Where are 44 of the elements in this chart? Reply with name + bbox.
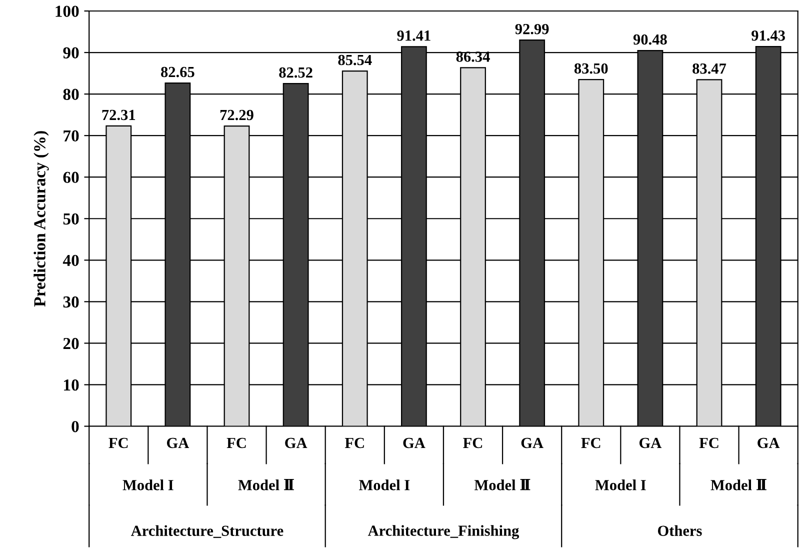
x-tick-label: GA [521,438,544,448]
data-label: 92.99 [515,24,549,34]
y-tick-label: 0 [72,420,79,432]
data-label: 82.65 [161,66,194,78]
text: Model Ⅱ [238,478,294,490]
data-label: 90.48 [633,34,667,45]
y-tick-label: 20 [63,338,79,350]
text: Model I [122,480,174,490]
x-tick-label: GA [758,438,780,448]
data-label: 83.50 [574,63,608,74]
x-tick-label: GA [639,438,662,448]
text: Model Ⅱ [710,478,766,490]
text: Model I [595,480,646,490]
x-tick-label: GA [166,438,190,448]
y-tick-label: 90 [63,47,79,58]
y-tick-label: 70 [64,130,79,142]
text: Others [658,525,702,536]
x-tick-label: FC [344,438,364,448]
x-tick-label: GA [285,438,308,448]
x-tick-label: FC [581,438,600,448]
data-label: 85.54 [338,54,372,66]
y-tick-label: 100 [56,6,79,17]
y-axis-title: Prediction Accuracy (%) [34,131,49,307]
data-label: 82.52 [279,67,312,78]
data-label: 91.41 [397,30,430,41]
y-tick-label: 60 [63,172,79,184]
text: Model I [359,480,410,490]
data-label: 72.31 [102,110,136,120]
y-tick-label: 40 [62,254,79,266]
x-tick-label: FC [226,438,246,448]
text: Architecture_Structure [130,525,284,538]
y-tick-label: 80 [63,88,79,100]
text: Architecture_Finishing [368,525,520,540]
text: Model Ⅱ [474,478,530,490]
data-label: 91.43 [752,30,785,41]
x-tick-label: GA [403,438,426,448]
data-label: 72.29 [220,110,254,120]
x-tick-label: FC [108,438,128,448]
y-tick-label: 10 [64,379,79,391]
x-tick-label: FC [699,438,718,448]
y-tick-label: 50 [63,213,79,225]
y-tick-label: 30 [63,296,79,308]
x-tick-label: FC [463,438,482,448]
data-label: 83.47 [692,63,726,74]
